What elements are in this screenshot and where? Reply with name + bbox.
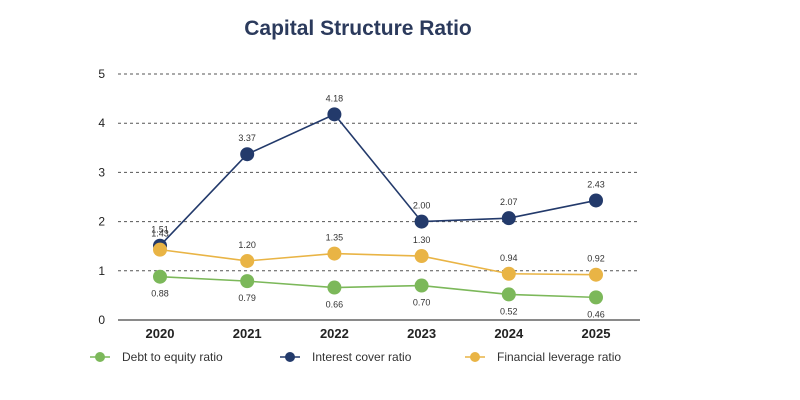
legend-label: Interest cover ratio: [312, 350, 412, 364]
data-label: 1.35: [326, 233, 344, 243]
data-label: 0.46: [587, 309, 605, 319]
x-tick-label: 2023: [407, 326, 436, 341]
y-tick-label: 4: [98, 116, 105, 130]
data-point: [414, 214, 429, 229]
legend-item: Interest cover ratio: [280, 350, 412, 364]
series-line: [159, 248, 597, 276]
data-point: [501, 266, 516, 281]
data-label: 0.88: [151, 289, 169, 299]
legend-label: Debt to equity ratio: [122, 350, 223, 364]
data-label: 2.43: [587, 179, 605, 189]
series-line: [159, 275, 597, 299]
data-point: [327, 280, 342, 295]
data-label: 0.79: [238, 293, 256, 303]
y-tick-label: 2: [98, 215, 105, 229]
legend: Debt to equity ratio Interest cover ratio…: [90, 350, 621, 364]
legend-item: Debt to equity ratio: [90, 350, 223, 364]
data-point: [589, 290, 603, 305]
data-label: 1.20: [238, 240, 256, 250]
data-point: [414, 249, 429, 264]
y-tick-label: 1: [98, 264, 105, 278]
data-point: [240, 274, 255, 289]
data-point: [589, 267, 603, 282]
y-axis-ticks: 0 1 2 3 4 5: [98, 67, 105, 327]
legend-marker: [470, 352, 480, 362]
series-line: [159, 113, 597, 247]
legend-item: Financial leverage ratio: [465, 350, 621, 364]
legend-marker: [95, 352, 105, 362]
data-label: 2.00: [413, 201, 431, 211]
data-label: 4.18: [326, 93, 344, 103]
data-label: 0.66: [326, 300, 344, 310]
data-point: [589, 193, 603, 208]
data-label: 2.07: [500, 197, 518, 207]
legend-label: Financial leverage ratio: [497, 350, 621, 364]
gridlines: [118, 73, 640, 321]
data-point: [501, 287, 516, 302]
x-tick-label: 2021: [233, 326, 262, 341]
data-point: [501, 211, 516, 226]
series-lines: 0.88 0.79 0.66 0.70 0.52 0.46 1.51 3.37 4.18 2.00…: [151, 93, 605, 319]
data-point: [327, 246, 342, 261]
x-axis-ticks: 2020 2021 2022 2023 2024 2025: [146, 326, 611, 341]
data-label: 0.52: [500, 306, 518, 316]
y-tick-label: 5: [98, 67, 105, 81]
data-point: [414, 278, 429, 293]
x-tick-label: 2022: [320, 326, 349, 341]
series-financial-leverage-ratio: 1.43 1.20 1.35 1.30 0.94 0.92: [151, 229, 605, 282]
chart-title: Capital Structure Ratio: [244, 17, 472, 40]
data-label: 0.92: [587, 254, 605, 264]
series-debt-to-equity-ratio: 0.88 0.79 0.66 0.70 0.52 0.46: [151, 269, 605, 319]
data-point: [240, 147, 255, 162]
data-label: 0.70: [413, 298, 431, 308]
x-tick-label: 2020: [146, 326, 175, 341]
data-label: 1.51: [151, 225, 169, 235]
series-interest-cover-ratio: 1.51 3.37 4.18 2.00 2.07 2.43: [151, 93, 605, 253]
x-tick-label: 2024: [494, 326, 524, 341]
data-label: 3.37: [238, 133, 256, 143]
data-point: [327, 107, 342, 122]
data-label: 1.30: [413, 235, 431, 245]
legend-marker: [285, 352, 295, 362]
data-point: [240, 253, 255, 268]
data-point: [153, 269, 167, 284]
x-tick-label: 2025: [582, 326, 611, 341]
y-tick-label: 3: [98, 165, 105, 179]
y-tick-label: 0: [98, 313, 105, 327]
data-label: 0.94: [500, 253, 518, 263]
data-point: [153, 242, 167, 257]
data-label: 1.43: [151, 229, 169, 239]
